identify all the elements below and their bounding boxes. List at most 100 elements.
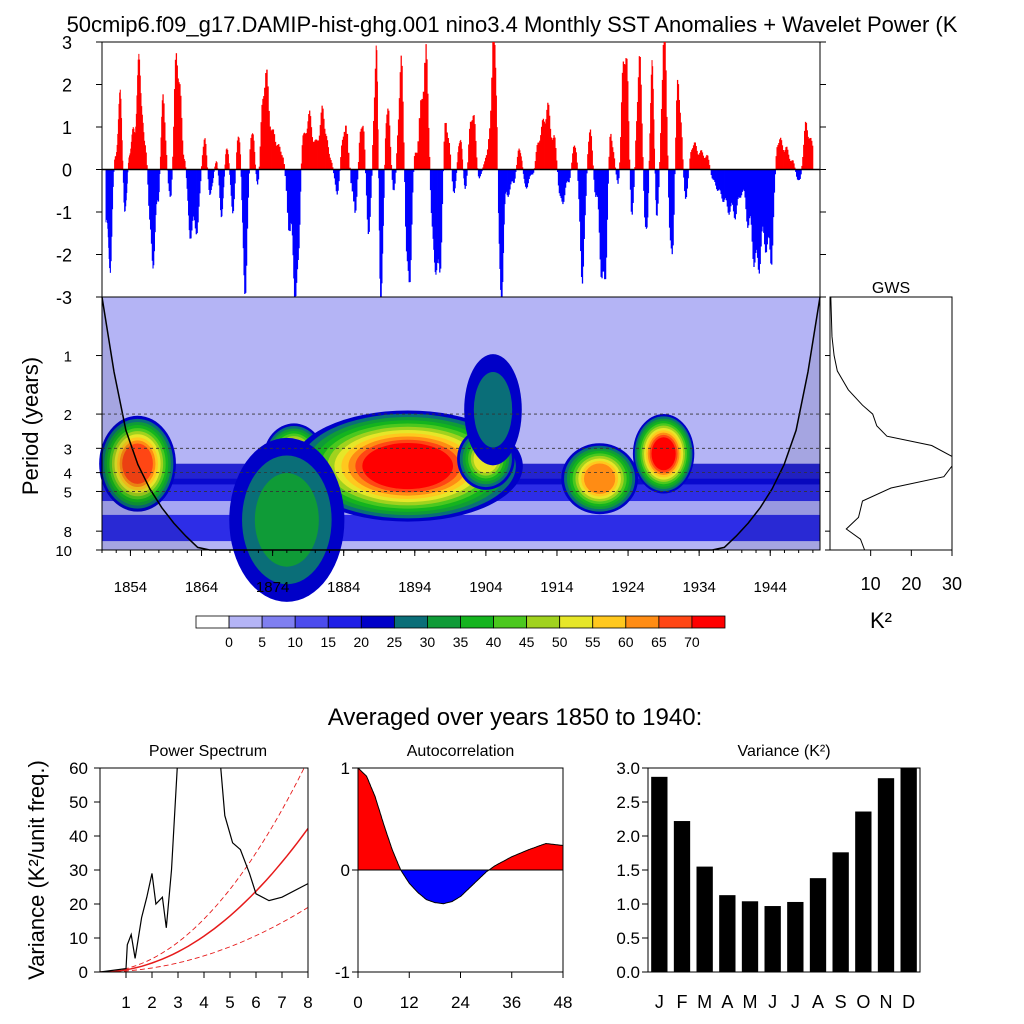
anomaly-bar — [400, 55, 402, 170]
x-tick-label: 36 — [502, 993, 521, 1012]
anomaly-bar — [748, 169, 750, 226]
anomaly-bar — [239, 142, 241, 170]
anomaly-bar — [182, 154, 185, 170]
anomaly-bar — [321, 105, 323, 170]
colorbar-label: 45 — [519, 634, 535, 650]
anomaly-bar — [756, 169, 758, 250]
anomaly-bar — [699, 152, 701, 170]
anomaly-bar — [584, 169, 586, 216]
anomaly-bar — [234, 169, 236, 184]
anomaly-bar — [703, 157, 705, 170]
anomaly-bar — [516, 156, 519, 170]
anomaly-bar — [738, 169, 740, 198]
anomaly-bar — [572, 153, 574, 170]
anomaly-bar — [236, 140, 239, 170]
red-noise-spectrum — [100, 827, 308, 972]
anomaly-bar — [283, 164, 286, 170]
anomaly-bar — [712, 169, 714, 180]
anomaly-bar — [594, 169, 596, 193]
anomaly-bar — [222, 169, 224, 210]
anomaly-bar — [469, 121, 472, 170]
anomaly-bar — [660, 133, 662, 170]
colorbar-label: 0 — [225, 634, 233, 650]
anomaly-bar — [413, 169, 415, 172]
anomaly-bar — [121, 140, 123, 170]
anomaly-bar — [156, 169, 158, 205]
anomaly-bar — [280, 151, 282, 170]
anomaly-bar — [632, 169, 634, 203]
anomaly-bar — [779, 139, 781, 170]
anomaly-bar — [684, 169, 687, 199]
anomaly-bar — [700, 150, 702, 170]
anomaly-bar — [495, 95, 497, 170]
anomaly-bar — [122, 169, 124, 183]
anomaly-bar — [216, 162, 218, 170]
wavelet-contour — [651, 437, 676, 471]
anomaly-bar — [575, 152, 577, 170]
anomaly-bar — [538, 142, 540, 170]
anomaly-bar — [494, 44, 496, 170]
anomaly-bar — [742, 169, 744, 190]
y-tick-label: 1 — [62, 118, 72, 138]
wavelet-contour — [583, 463, 616, 494]
anomaly-bar — [227, 154, 229, 170]
anomaly-bar — [735, 169, 737, 215]
anomaly-bar — [561, 169, 563, 202]
anomaly-bar — [729, 169, 731, 212]
anomaly-bar — [802, 156, 804, 170]
y-tick-label: 1.5 — [616, 861, 640, 880]
anomaly-bar — [291, 169, 293, 236]
anomaly-bar — [716, 169, 718, 190]
anomaly-bar — [230, 169, 232, 196]
anomaly-bar — [112, 169, 114, 187]
anomaly-bar — [386, 114, 388, 170]
y-tick-label: 60 — [69, 759, 88, 778]
anomaly-bar — [219, 169, 221, 198]
anomaly-bar — [757, 169, 760, 270]
anomaly-bar — [282, 157, 284, 170]
wavelet-contour — [254, 473, 319, 567]
y-tick-label: 1.0 — [616, 895, 640, 914]
anomaly-bar — [808, 138, 810, 170]
anomaly-bar — [733, 169, 736, 218]
anomaly-bar — [649, 133, 651, 170]
anomaly-bar — [777, 145, 779, 170]
anomaly-bar — [220, 169, 222, 211]
colorbar-swatch — [228, 615, 263, 629]
anomaly-bar — [192, 169, 194, 221]
anomaly-bar — [315, 139, 317, 170]
anomaly-bar — [361, 127, 363, 170]
anomaly-bar — [674, 169, 676, 175]
anomaly-bar — [327, 147, 329, 170]
anomaly-bar — [293, 169, 295, 279]
anomaly-bar — [589, 129, 592, 170]
anomaly-bar — [174, 59, 177, 170]
anomaly-bar — [201, 155, 204, 170]
anomaly-bar — [434, 169, 436, 273]
anomaly-bar — [628, 121, 630, 170]
anomaly-bar — [367, 169, 369, 235]
anomaly-bar — [671, 169, 673, 255]
anomaly-bar — [165, 140, 167, 170]
anomaly-bar — [356, 169, 358, 197]
anomaly-bar — [185, 167, 187, 170]
anomaly-bar — [341, 145, 343, 170]
anomaly-bar — [260, 122, 262, 170]
power-spectrum-line — [100, 768, 308, 972]
anomaly-bar — [143, 132, 145, 170]
anomaly-bar — [555, 148, 557, 170]
colorbar-label: 35 — [453, 634, 469, 650]
y-tick-label: 0.5 — [616, 929, 640, 948]
gws-panel: GWS 10 20 30 K² — [825, 280, 962, 633]
anomaly-bar — [601, 169, 603, 279]
anomaly-bar — [215, 163, 217, 170]
anomaly-bar — [130, 141, 132, 170]
anomaly-bar — [241, 169, 243, 201]
x-tick-label: 1904 — [469, 579, 502, 596]
anomaly-bar — [238, 137, 240, 170]
anomaly-bar — [740, 169, 742, 198]
anomaly-bar — [199, 169, 201, 194]
anomaly-bar — [565, 169, 568, 183]
y-tick-label: 2 — [64, 407, 72, 424]
anomaly-bar — [300, 169, 302, 192]
